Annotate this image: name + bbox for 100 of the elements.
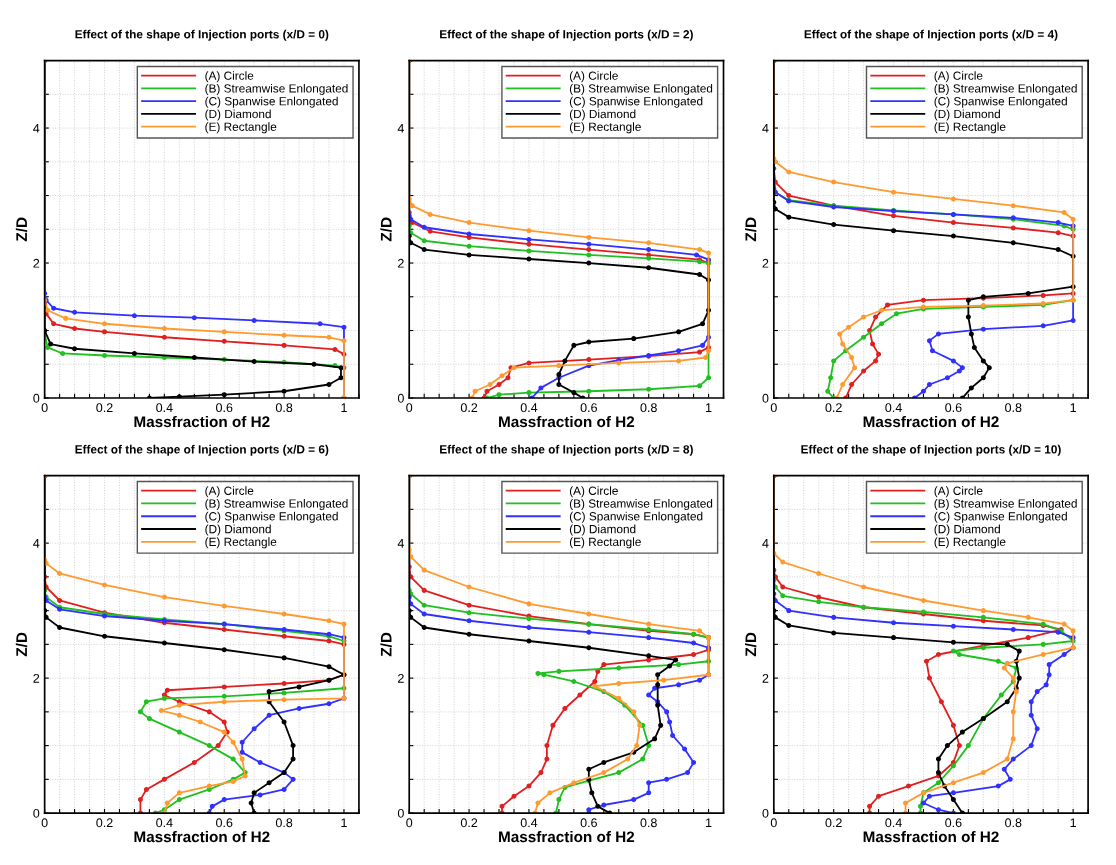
x-tick-label: 1 xyxy=(706,403,712,412)
y-axis-title: Z/D xyxy=(744,632,757,657)
x-tick-label: 0 xyxy=(41,403,48,413)
legend-label: (E) Rectangle xyxy=(205,537,277,549)
x-tick-label: 0.6 xyxy=(945,403,962,413)
x-tick-label: 0.2 xyxy=(825,403,842,413)
legend-label: (D) Diamond xyxy=(205,109,271,121)
chart-title: Effect of the shape of Injection ports (x/D = 10) xyxy=(801,444,1061,456)
y-tick-label: 2 xyxy=(33,258,40,268)
x-tick-label: 1 xyxy=(341,818,347,828)
legend-label: (A) Circle xyxy=(205,486,254,498)
x-tick-label: 0.6 xyxy=(580,818,597,828)
legend-label: (E) Rectangle xyxy=(934,537,1006,549)
y-tick-label: 0 xyxy=(33,808,40,818)
y-tick-label: 4 xyxy=(762,123,769,133)
legend-label: (A) Circle xyxy=(934,486,983,498)
x-tick-label: 0.6 xyxy=(945,818,962,828)
chart-title: Effect of the shape of Injection ports (x/D = 0) xyxy=(75,29,329,41)
legend-label: (B) Streamwise Enlongated xyxy=(205,83,348,95)
y-tick-label: 4 xyxy=(33,539,40,548)
y-tick-label: 0 xyxy=(33,393,40,403)
x-axis-title: Massfraction of H2 xyxy=(134,415,270,428)
legend-label: (C) Spanwise Enlongated xyxy=(934,511,1067,523)
chart-title: Effect of the shape of Injection ports (x/D = 4) xyxy=(804,29,1058,41)
y-axis-title: Z/D xyxy=(744,217,757,242)
y-axis-title: Z/D xyxy=(15,217,28,242)
y-axis-title: Z/D xyxy=(380,632,392,657)
x-tick-label: 0.8 xyxy=(1005,818,1022,828)
chart-title: Effect of the shape of Injection ports (x/D = 6) xyxy=(75,444,329,456)
x-tick-label: 0.8 xyxy=(640,818,657,828)
legend-label: (D) Diamond xyxy=(934,109,1000,121)
x-axis-title: Massfraction of H2 xyxy=(863,415,999,428)
x-tick-label: 0.8 xyxy=(1005,403,1022,413)
y-tick-label: 2 xyxy=(398,673,404,683)
x-tick-label: 0.2 xyxy=(460,403,478,413)
x-tick-label: 0.2 xyxy=(96,403,113,413)
x-axis-title: Massfraction of H2 xyxy=(863,831,999,843)
x-tick-label: 0.4 xyxy=(520,818,538,828)
legend-label: (D) Diamond xyxy=(569,109,636,121)
x-tick-label: 0.8 xyxy=(275,818,293,828)
legend-label: (A) Circle xyxy=(205,71,254,83)
y-tick-label: 0 xyxy=(397,808,404,818)
x-tick-label: 0 xyxy=(41,818,48,828)
x-axis-title: Massfraction of H2 xyxy=(499,831,635,843)
legend-label: (E) Rectangle xyxy=(934,122,1006,134)
x-tick-label: 1 xyxy=(341,403,347,412)
legend-label: (B) Streamwise Enlongated xyxy=(205,499,348,511)
y-tick-label: 4 xyxy=(33,123,40,133)
x-tick-label: 0.2 xyxy=(96,818,113,828)
y-tick-label: 0 xyxy=(762,808,769,818)
x-tick-label: 0.4 xyxy=(885,403,902,413)
x-tick-label: 0.4 xyxy=(520,403,538,413)
legend-label: (E) Rectangle xyxy=(569,537,641,549)
x-tick-label: 0 xyxy=(770,818,777,828)
x-tick-label: 0 xyxy=(406,403,413,413)
y-tick-label: 4 xyxy=(397,123,404,133)
legend-label: (E) Rectangle xyxy=(569,122,641,134)
legend-label: (D) Diamond xyxy=(934,524,1000,536)
y-axis-title: Z/D xyxy=(380,217,392,242)
legend-label: (C) Spanwise Enlongated xyxy=(934,96,1067,108)
legend-label: (E) Rectangle xyxy=(205,122,277,134)
x-tick-label: 0.8 xyxy=(640,403,657,413)
x-tick-label: 0.6 xyxy=(580,403,597,413)
x-axis-title: Massfraction of H2 xyxy=(134,831,270,843)
x-tick-label: 1 xyxy=(706,818,712,828)
legend-label: (A) Circle xyxy=(569,486,618,498)
y-tick-label: 0 xyxy=(397,393,404,403)
x-tick-label: 0.2 xyxy=(825,818,842,828)
y-tick-label: 4 xyxy=(397,539,404,548)
y-tick-label: 4 xyxy=(762,539,769,548)
legend-label: (B) Streamwise Enlongated xyxy=(569,83,713,95)
x-tick-label: 0.6 xyxy=(216,403,233,413)
x-tick-label: 0.4 xyxy=(156,403,173,413)
x-tick-label: 1 xyxy=(1070,403,1076,412)
legend-label: (B) Streamwise Enlongated xyxy=(934,83,1077,95)
y-tick-label: 2 xyxy=(33,673,40,683)
x-tick-label: 0.8 xyxy=(275,403,293,413)
legend-label: (A) Circle xyxy=(569,71,618,83)
x-tick-label: 0.6 xyxy=(216,818,233,828)
legend-label: (C) Spanwise Enlongated xyxy=(569,511,703,523)
y-tick-label: 2 xyxy=(762,673,769,683)
legend-label: (C) Spanwise Enlongated xyxy=(569,96,703,108)
x-tick-label: 0 xyxy=(770,403,777,413)
chart-title: Effect of the shape of Injection ports (x/D = 8) xyxy=(440,444,693,456)
legend-label: (C) Spanwise Enlongated xyxy=(205,511,338,523)
x-tick-label: 0.4 xyxy=(156,818,173,828)
y-tick-label: 0 xyxy=(762,393,769,403)
chart-title: Effect of the shape of Injection ports (x/D = 2) xyxy=(440,29,693,41)
x-tick-label: 0.4 xyxy=(885,818,902,828)
y-tick-label: 2 xyxy=(762,258,769,268)
legend-label: (B) Streamwise Enlongated xyxy=(569,499,713,511)
legend-label: (C) Spanwise Enlongated xyxy=(205,96,338,108)
legend-label: (B) Streamwise Enlongated xyxy=(934,499,1077,511)
x-axis-title: Massfraction of H2 xyxy=(499,415,635,428)
y-axis-title: Z/D xyxy=(15,632,28,657)
x-tick-label: 1 xyxy=(1070,818,1076,828)
legend-label: (D) Diamond xyxy=(569,524,636,536)
legend-label: (A) Circle xyxy=(934,71,983,83)
y-tick-label: 2 xyxy=(398,258,404,268)
x-tick-label: 0 xyxy=(406,818,413,828)
